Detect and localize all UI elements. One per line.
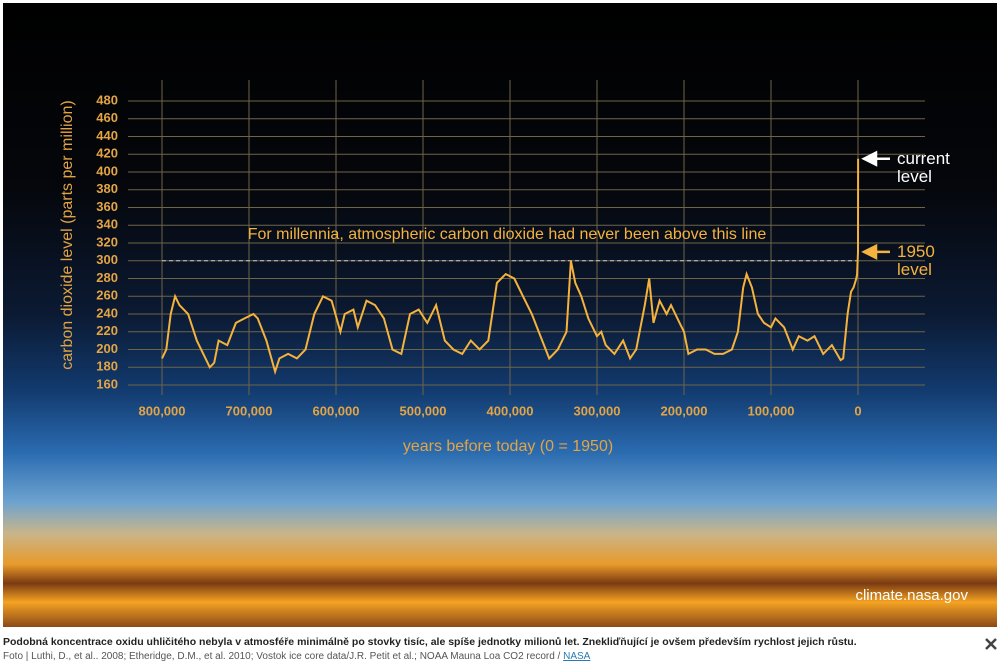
arrow <box>861 150 890 167</box>
y-tick-label: 320 <box>96 234 118 249</box>
x-tick-label: 500,000 <box>400 403 447 418</box>
y-tick-label: 420 <box>96 146 118 161</box>
annotation: 1950 level <box>897 241 935 279</box>
y-tick-label: 400 <box>96 163 118 178</box>
x-tick-label: 800,000 <box>139 403 186 418</box>
x-tick-label: 600,000 <box>313 403 360 418</box>
y-tick-label: 160 <box>96 376 118 391</box>
chart-image <box>3 3 997 627</box>
x-tick-label: 200,000 <box>661 403 708 418</box>
y-tick-label: 220 <box>96 323 118 338</box>
arrow <box>861 243 890 260</box>
chart: carbon dioxide level (parts per million)… <box>59 80 968 604</box>
y-tick-label: 280 <box>96 270 118 285</box>
x-tick-label: 0 <box>854 403 861 418</box>
source: climate.nasa.gov <box>855 587 968 604</box>
close-button[interactable] <box>984 637 998 651</box>
reference-label: For millennia, atmospheric carbon dioxid… <box>248 226 767 243</box>
x-tick-label: 300,000 <box>574 403 621 418</box>
y-tick-label: 240 <box>96 305 118 320</box>
y-tick-label: 440 <box>96 128 118 143</box>
y-tick-label: 340 <box>96 217 118 232</box>
y-tick-label: 300 <box>96 252 118 267</box>
x-tick-label: 100,000 <box>748 403 795 418</box>
annotation: current level <box>897 148 950 186</box>
y-tick-label: 380 <box>96 181 118 196</box>
link[interactable]: NASA <box>563 651 591 662</box>
y-tick-label: 260 <box>96 288 118 303</box>
x-tick-label: 700,000 <box>226 403 273 418</box>
y-tick-label: 480 <box>96 92 118 107</box>
credit: Foto | Luthi, D., et al.. 2008; Etheridg… <box>3 651 590 662</box>
caption: Podobná koncentrace oxidu uhličitého neb… <box>3 636 857 648</box>
y-tick-label: 200 <box>96 341 118 356</box>
y-tick-label: 360 <box>96 199 118 214</box>
y-axis-label: carbon dioxide level (parts per million) <box>59 100 76 369</box>
credit-text: Foto | Luthi, D., et al.. 2008; Etheridg… <box>3 651 561 662</box>
data-line <box>161 158 860 376</box>
y-tick-label: 180 <box>96 359 118 374</box>
y-tick-label: 460 <box>96 110 118 125</box>
x-axis-label: years before today (0 = 1950) <box>403 438 613 455</box>
x-tick-label: 400,000 <box>487 403 534 418</box>
